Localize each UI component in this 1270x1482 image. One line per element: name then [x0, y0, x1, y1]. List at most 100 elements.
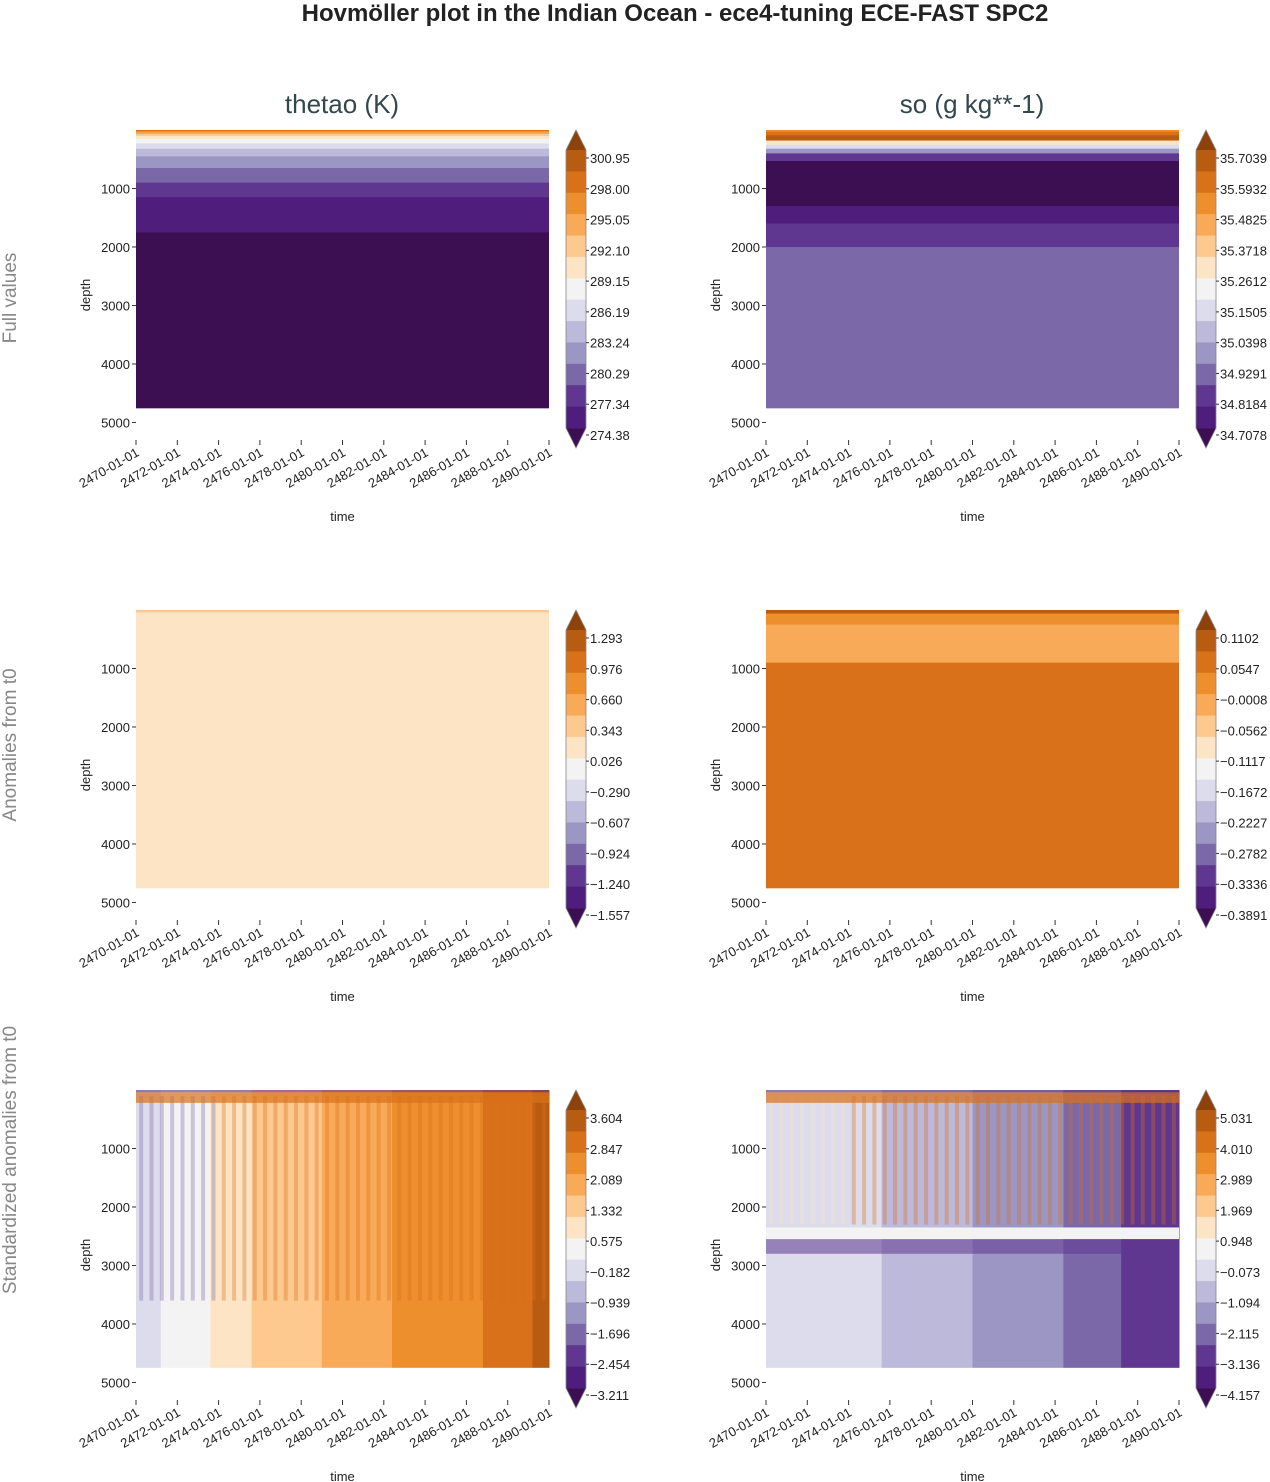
contour-streak — [490, 1095, 495, 1301]
contour-band — [766, 161, 1179, 207]
colorbar-tick-label: 298.00 — [590, 182, 630, 197]
colorbar-band — [566, 1323, 586, 1346]
contour-streak — [872, 1095, 877, 1225]
contour-streak — [944, 1095, 949, 1225]
colorbar-band — [1196, 736, 1216, 759]
contour-band — [136, 135, 549, 140]
contour-streak — [1016, 1095, 1021, 1225]
colorbar-extend-min — [566, 908, 586, 928]
contour-streak — [820, 1095, 825, 1225]
contour-streak — [1068, 1095, 1073, 1225]
contour-band — [766, 1092, 1179, 1103]
contour-band — [766, 140, 1179, 146]
contour-streak — [325, 1095, 330, 1301]
contour-streak — [996, 1095, 1001, 1225]
colorbar-band — [1196, 1345, 1216, 1368]
colorbar-band — [566, 150, 586, 172]
colorbar-extend-min — [566, 428, 586, 448]
colorbar: 34.7078 34.8184 34.9291 35.0398 35.1505 35.26… — [1195, 129, 1267, 449]
colorbar-band — [566, 1110, 586, 1132]
colorbar-tick-label: 0.976 — [590, 662, 623, 677]
contour-streak — [851, 1095, 856, 1225]
contour-streak — [903, 1095, 908, 1225]
contour-band — [766, 662, 1179, 889]
colorbar-band — [566, 736, 586, 759]
contour-streak — [779, 1095, 784, 1225]
colorbar-tick-label: −0.182 — [590, 1265, 630, 1280]
contour-streak — [510, 1095, 515, 1301]
contour-band — [136, 610, 549, 613]
y-tick-label: 3000 — [101, 298, 130, 313]
contour-streak — [862, 1095, 867, 1225]
colorbar-tick-label: 35.5932 — [1220, 182, 1267, 197]
y-axis-label: depth — [78, 279, 93, 312]
colorbar-band — [566, 192, 586, 215]
colorbar: −3.211 −2.454 −1.696 −0.939 −0.182 0.575 1.332… — [565, 1089, 630, 1409]
column-title-so: so (g kg**-1) — [900, 89, 1045, 119]
contour-band — [392, 1090, 484, 1368]
contour-streak — [1099, 1095, 1104, 1225]
colorbar-tick-label: −2.115 — [1220, 1326, 1259, 1341]
colorbar-extend-max — [1196, 1090, 1216, 1110]
colorbar-tick-label: 35.0398 — [1220, 336, 1267, 351]
y-tick-label: 3000 — [731, 298, 760, 313]
colorbar-band — [566, 1366, 586, 1389]
y-axis-label: depth — [708, 759, 723, 792]
contour-band — [251, 1090, 323, 1368]
colorbar-band — [1196, 385, 1216, 408]
row-title-anomalies: Anomalies from t0 — [0, 668, 21, 821]
contour-streak — [428, 1095, 433, 1301]
contour-streak — [1120, 1095, 1125, 1225]
colorbar-tick-label: −4.157 — [1220, 1388, 1260, 1403]
colorbar-band — [1196, 1195, 1216, 1218]
y-tick-label: 3000 — [731, 778, 760, 793]
colorbar-tick-label: 277.34 — [590, 397, 630, 412]
contour-streak — [1130, 1095, 1135, 1225]
y-tick-label: 2000 — [101, 240, 130, 255]
colorbar-tick-label: 0.0547 — [1220, 662, 1260, 677]
contour-band — [766, 223, 1179, 248]
contour-band — [766, 148, 1179, 154]
colorbar-tick-label: 2.847 — [590, 1142, 623, 1157]
contour-band — [210, 1090, 253, 1368]
colorbar: −0.3891 −0.3336 −0.2782 −0.2227 −0.1672 −0.11… — [1195, 609, 1267, 929]
colorbar-tick-label: 3.604 — [590, 1111, 623, 1126]
colorbar-outline — [1195, 1089, 1217, 1409]
colorbar: 274.38 277.34 280.29 283.24 286.19 289.15 292.… — [565, 129, 630, 449]
colorbar-band — [566, 321, 586, 343]
colorbar-band — [1196, 299, 1216, 322]
plot-area — [766, 610, 1179, 889]
x-axis-label: time — [330, 509, 355, 524]
y-tick-label: 2000 — [731, 1200, 760, 1215]
colorbar-extend-min — [566, 1388, 586, 1408]
contour-streak — [541, 1095, 546, 1301]
contour-streak — [386, 1095, 391, 1301]
y-tick-label: 4000 — [731, 357, 760, 372]
contour-streak — [1140, 1095, 1145, 1225]
colorbar-band — [566, 715, 586, 738]
colorbar-band — [1196, 1152, 1216, 1175]
contour-band — [160, 1090, 211, 1368]
colorbar-outline — [565, 609, 587, 929]
contour-streak — [283, 1095, 288, 1301]
contour-streak — [1109, 1095, 1114, 1225]
colorbar-outline — [565, 1089, 587, 1409]
contour-band — [136, 156, 549, 169]
plot-area — [766, 1090, 1180, 1368]
colorbar-band — [1196, 1216, 1216, 1239]
colorbar-band — [1196, 235, 1216, 258]
colorbar-tick-label: −1.094 — [1220, 1296, 1260, 1311]
y-tick-label: 1000 — [101, 661, 130, 676]
contour-band — [136, 612, 549, 623]
contour-streak — [810, 1095, 815, 1225]
panels: 10002000300040005000depth2470-01-012472-… — [76, 129, 1267, 1482]
contour-band — [766, 206, 1179, 225]
colorbar-band — [566, 256, 586, 279]
colorbar-band — [1196, 363, 1216, 386]
colorbar-tick-label: 35.4825 — [1220, 213, 1267, 228]
colorbar-tick-label: 0.026 — [590, 754, 623, 769]
colorbar-band — [1196, 342, 1216, 365]
colorbar-tick-label: 34.9291 — [1220, 366, 1267, 381]
colorbar-band — [566, 672, 586, 695]
contour-streak — [448, 1095, 453, 1301]
